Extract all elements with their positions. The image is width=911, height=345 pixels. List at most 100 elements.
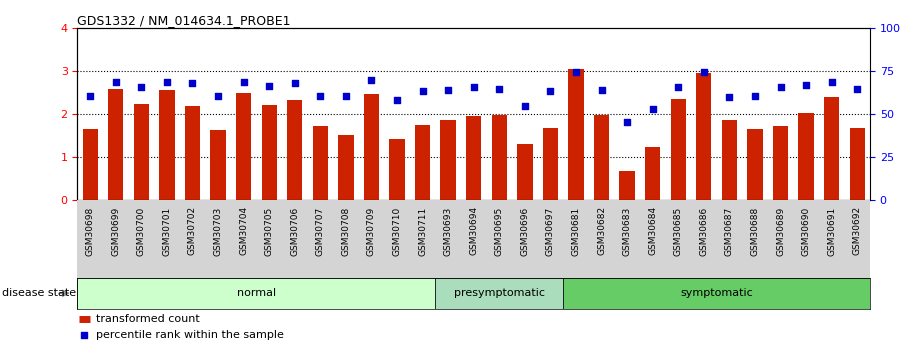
Bar — [261, 105, 277, 200]
Bar — [696, 73, 711, 200]
Point — [236, 79, 251, 84]
Text: GSM30684: GSM30684 — [649, 206, 657, 255]
Point — [415, 89, 430, 94]
Point — [466, 85, 481, 90]
Text: disease state: disease state — [2, 288, 76, 298]
Text: GSM30691: GSM30691 — [827, 206, 836, 256]
Point — [339, 261, 353, 267]
Point — [492, 86, 507, 91]
Bar — [645, 148, 660, 200]
Bar — [543, 128, 558, 200]
Bar — [287, 100, 302, 200]
Text: GSM30681: GSM30681 — [571, 206, 580, 256]
Text: GSM30708: GSM30708 — [342, 206, 351, 256]
Point — [568, 69, 583, 74]
Point — [159, 79, 174, 84]
Bar — [492, 115, 507, 200]
Text: GSM30696: GSM30696 — [520, 206, 529, 256]
Point — [390, 97, 404, 103]
Text: presymptomatic: presymptomatic — [454, 288, 545, 298]
Text: GSM30702: GSM30702 — [188, 206, 197, 255]
Bar — [108, 89, 124, 200]
Bar — [312, 126, 328, 200]
Point — [261, 83, 276, 89]
Point — [671, 85, 686, 90]
Bar — [563, 278, 870, 309]
Point — [288, 80, 302, 86]
Bar — [798, 113, 814, 200]
Point — [773, 85, 788, 90]
Bar — [389, 139, 404, 200]
Text: GSM30694: GSM30694 — [469, 206, 478, 255]
Bar — [83, 129, 97, 200]
Text: GSM30699: GSM30699 — [111, 206, 120, 256]
Text: GSM30711: GSM30711 — [418, 206, 427, 256]
Text: GSM30687: GSM30687 — [725, 206, 734, 256]
Bar — [568, 69, 584, 200]
Point — [799, 82, 814, 87]
Text: GSM30693: GSM30693 — [444, 206, 453, 256]
Bar — [77, 278, 435, 309]
Text: GSM30685: GSM30685 — [674, 206, 682, 256]
Bar — [824, 97, 839, 200]
Bar — [619, 171, 635, 200]
Point — [210, 93, 225, 99]
Bar — [415, 125, 430, 200]
Text: GSM30710: GSM30710 — [393, 206, 402, 256]
Text: GSM30697: GSM30697 — [546, 206, 555, 256]
Point — [185, 80, 200, 86]
Point — [850, 86, 865, 91]
Bar — [134, 104, 149, 200]
Point — [83, 93, 97, 99]
Text: GSM30692: GSM30692 — [853, 206, 862, 255]
Point — [619, 119, 634, 125]
Bar — [594, 115, 609, 200]
Text: normal: normal — [237, 288, 276, 298]
Bar — [466, 116, 481, 200]
Bar — [670, 99, 686, 200]
Text: GSM30704: GSM30704 — [239, 206, 248, 255]
Point — [339, 93, 353, 99]
Point — [364, 78, 379, 83]
Text: GSM30701: GSM30701 — [162, 206, 171, 256]
Point — [313, 93, 328, 99]
Bar — [210, 130, 226, 200]
Bar — [435, 278, 563, 309]
Point — [748, 93, 763, 99]
Text: transformed count: transformed count — [96, 314, 200, 324]
Point — [722, 95, 737, 100]
Text: GSM30698: GSM30698 — [86, 206, 95, 256]
Text: GSM30695: GSM30695 — [495, 206, 504, 256]
Bar — [850, 128, 865, 200]
Point — [108, 79, 123, 84]
Bar — [441, 120, 456, 200]
Text: GSM30706: GSM30706 — [291, 206, 299, 256]
Text: GSM30688: GSM30688 — [751, 206, 760, 256]
Text: GSM30682: GSM30682 — [597, 206, 606, 255]
Point — [645, 106, 660, 111]
Text: GSM30709: GSM30709 — [367, 206, 376, 256]
Text: GDS1332 / NM_014634.1_PROBE1: GDS1332 / NM_014634.1_PROBE1 — [77, 14, 291, 27]
Bar — [338, 135, 353, 200]
Bar — [747, 129, 763, 200]
Point — [824, 79, 839, 84]
Text: symptomatic: symptomatic — [681, 288, 753, 298]
Text: GSM30705: GSM30705 — [265, 206, 273, 256]
Bar — [517, 144, 533, 200]
Text: GSM30686: GSM30686 — [700, 206, 709, 256]
Bar — [363, 95, 379, 200]
Bar — [236, 93, 251, 200]
Text: GSM30690: GSM30690 — [802, 206, 811, 256]
Text: GSM30700: GSM30700 — [137, 206, 146, 256]
Text: GSM30689: GSM30689 — [776, 206, 785, 256]
Bar — [722, 120, 737, 200]
Text: GSM30707: GSM30707 — [316, 206, 325, 256]
Point — [594, 87, 609, 93]
Point — [697, 69, 711, 74]
Bar — [159, 90, 175, 200]
Point — [543, 89, 558, 94]
Point — [441, 87, 456, 93]
Text: GSM30683: GSM30683 — [622, 206, 631, 256]
Point — [517, 104, 532, 109]
Bar — [773, 126, 788, 200]
